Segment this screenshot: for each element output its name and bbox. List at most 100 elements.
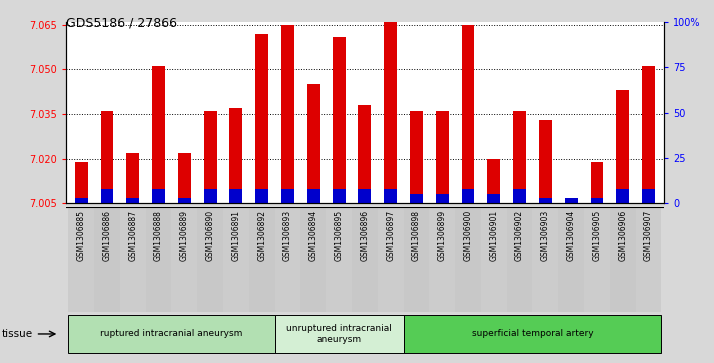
Text: unruptured intracranial
aneurysm: unruptured intracranial aneurysm [286,324,392,344]
Text: ruptured intracranial aneurysm: ruptured intracranial aneurysm [100,330,243,338]
Bar [403,207,429,312]
Text: GSM1306894: GSM1306894 [308,210,318,261]
Bar [255,189,268,203]
Text: GSM1306891: GSM1306891 [231,210,241,261]
Bar [513,111,526,203]
Bar [455,207,481,312]
Bar [610,207,635,312]
Text: GSM1306887: GSM1306887 [129,210,137,261]
Bar [642,66,655,203]
Bar [333,189,346,203]
Text: GSM1306889: GSM1306889 [180,210,188,261]
Text: GSM1306895: GSM1306895 [335,210,343,261]
Bar [101,189,114,203]
Bar [275,207,301,312]
Text: GSM1306902: GSM1306902 [515,210,524,261]
Bar [565,198,578,203]
Bar [436,194,448,203]
Bar [507,207,533,312]
Text: GSM1306899: GSM1306899 [438,210,447,261]
Text: GSM1306904: GSM1306904 [567,210,575,261]
Bar [584,207,610,312]
Bar [358,105,371,203]
Bar [281,25,294,203]
Text: GSM1306892: GSM1306892 [257,210,266,261]
Text: GDS5186 / 27866: GDS5186 / 27866 [66,16,176,29]
Text: GSM1306903: GSM1306903 [541,210,550,261]
Text: GSM1306893: GSM1306893 [283,210,292,261]
Text: GSM1306896: GSM1306896 [361,210,369,261]
Bar [178,198,191,203]
Bar [488,194,501,203]
Text: GSM1306885: GSM1306885 [76,210,86,261]
Bar [120,207,146,312]
Text: tissue: tissue [2,329,34,339]
Bar [403,315,661,353]
Bar [75,162,88,203]
Text: GSM1306890: GSM1306890 [206,210,215,261]
Bar [384,4,397,203]
Bar [461,189,475,203]
Bar [461,25,475,203]
Bar [436,111,448,203]
Bar [384,189,397,203]
Bar [488,159,501,203]
Bar [223,207,248,312]
Text: superficial temporal artery: superficial temporal artery [472,330,593,338]
Bar [203,189,216,203]
Text: GSM1306888: GSM1306888 [154,210,163,261]
Bar [352,207,378,312]
Bar [75,198,88,203]
Bar [616,189,629,203]
Bar [333,37,346,203]
Bar [248,207,275,312]
Bar [616,90,629,203]
Bar [533,207,558,312]
Bar [558,207,584,312]
Bar [481,207,507,312]
Bar [255,34,268,203]
Bar [590,162,603,203]
Bar [378,207,403,312]
Bar [539,120,552,203]
Text: GSM1306900: GSM1306900 [463,210,473,261]
Text: GSM1306906: GSM1306906 [618,210,628,261]
Bar [301,207,326,312]
Bar [152,66,165,203]
Bar [146,207,171,312]
Bar [307,189,320,203]
Bar [307,84,320,203]
Bar [126,198,139,203]
Text: GSM1306886: GSM1306886 [102,210,111,261]
Bar [229,108,242,203]
Text: GSM1306907: GSM1306907 [644,210,653,261]
Bar [203,111,216,203]
Text: GSM1306898: GSM1306898 [412,210,421,261]
Bar [171,207,197,312]
Bar [590,198,603,203]
Bar [69,207,94,312]
Bar [197,207,223,312]
Bar [275,315,403,353]
Bar [565,200,578,203]
Bar [358,189,371,203]
Bar [539,198,552,203]
Bar [69,315,275,353]
Bar [410,194,423,203]
Text: GSM1306901: GSM1306901 [489,210,498,261]
Bar [642,189,655,203]
Bar [410,111,423,203]
Bar [178,153,191,203]
Bar [229,189,242,203]
Bar [281,189,294,203]
Bar [326,207,352,312]
Bar [429,207,455,312]
Bar [152,189,165,203]
Bar [635,207,661,312]
Bar [513,189,526,203]
Bar [126,153,139,203]
Text: GSM1306905: GSM1306905 [593,210,601,261]
Text: GSM1306897: GSM1306897 [386,210,395,261]
Bar [94,207,120,312]
Bar [101,111,114,203]
